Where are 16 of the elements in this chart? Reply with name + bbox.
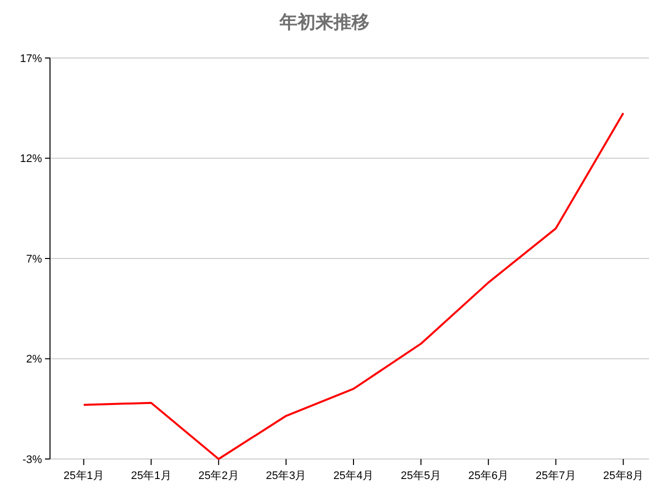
x-tick-label: 25年3月	[266, 470, 306, 482]
x-tick-label: 25年6月	[468, 470, 509, 482]
chart-title: 年初来推移	[278, 12, 370, 32]
line-series	[82, 112, 624, 460]
y-tick-label: 17%	[20, 52, 42, 65]
x-tick-label: 25年5月	[400, 470, 442, 482]
x-tick-label: 25年7月	[536, 470, 576, 482]
y-tick-label: -3%	[22, 454, 42, 466]
x-tick-label: 25年2月	[198, 470, 239, 482]
y-tick-label: 12%	[20, 153, 42, 166]
x-tick-label: 25年4月	[333, 470, 374, 482]
y-tick-label: 7%	[26, 253, 42, 266]
x-tick-label: 25年1月	[64, 470, 104, 482]
x-tick-label: 25年8月	[603, 470, 644, 482]
x-tick-label: 25年1月	[130, 470, 172, 482]
y-tick-label: 2%	[26, 354, 42, 366]
